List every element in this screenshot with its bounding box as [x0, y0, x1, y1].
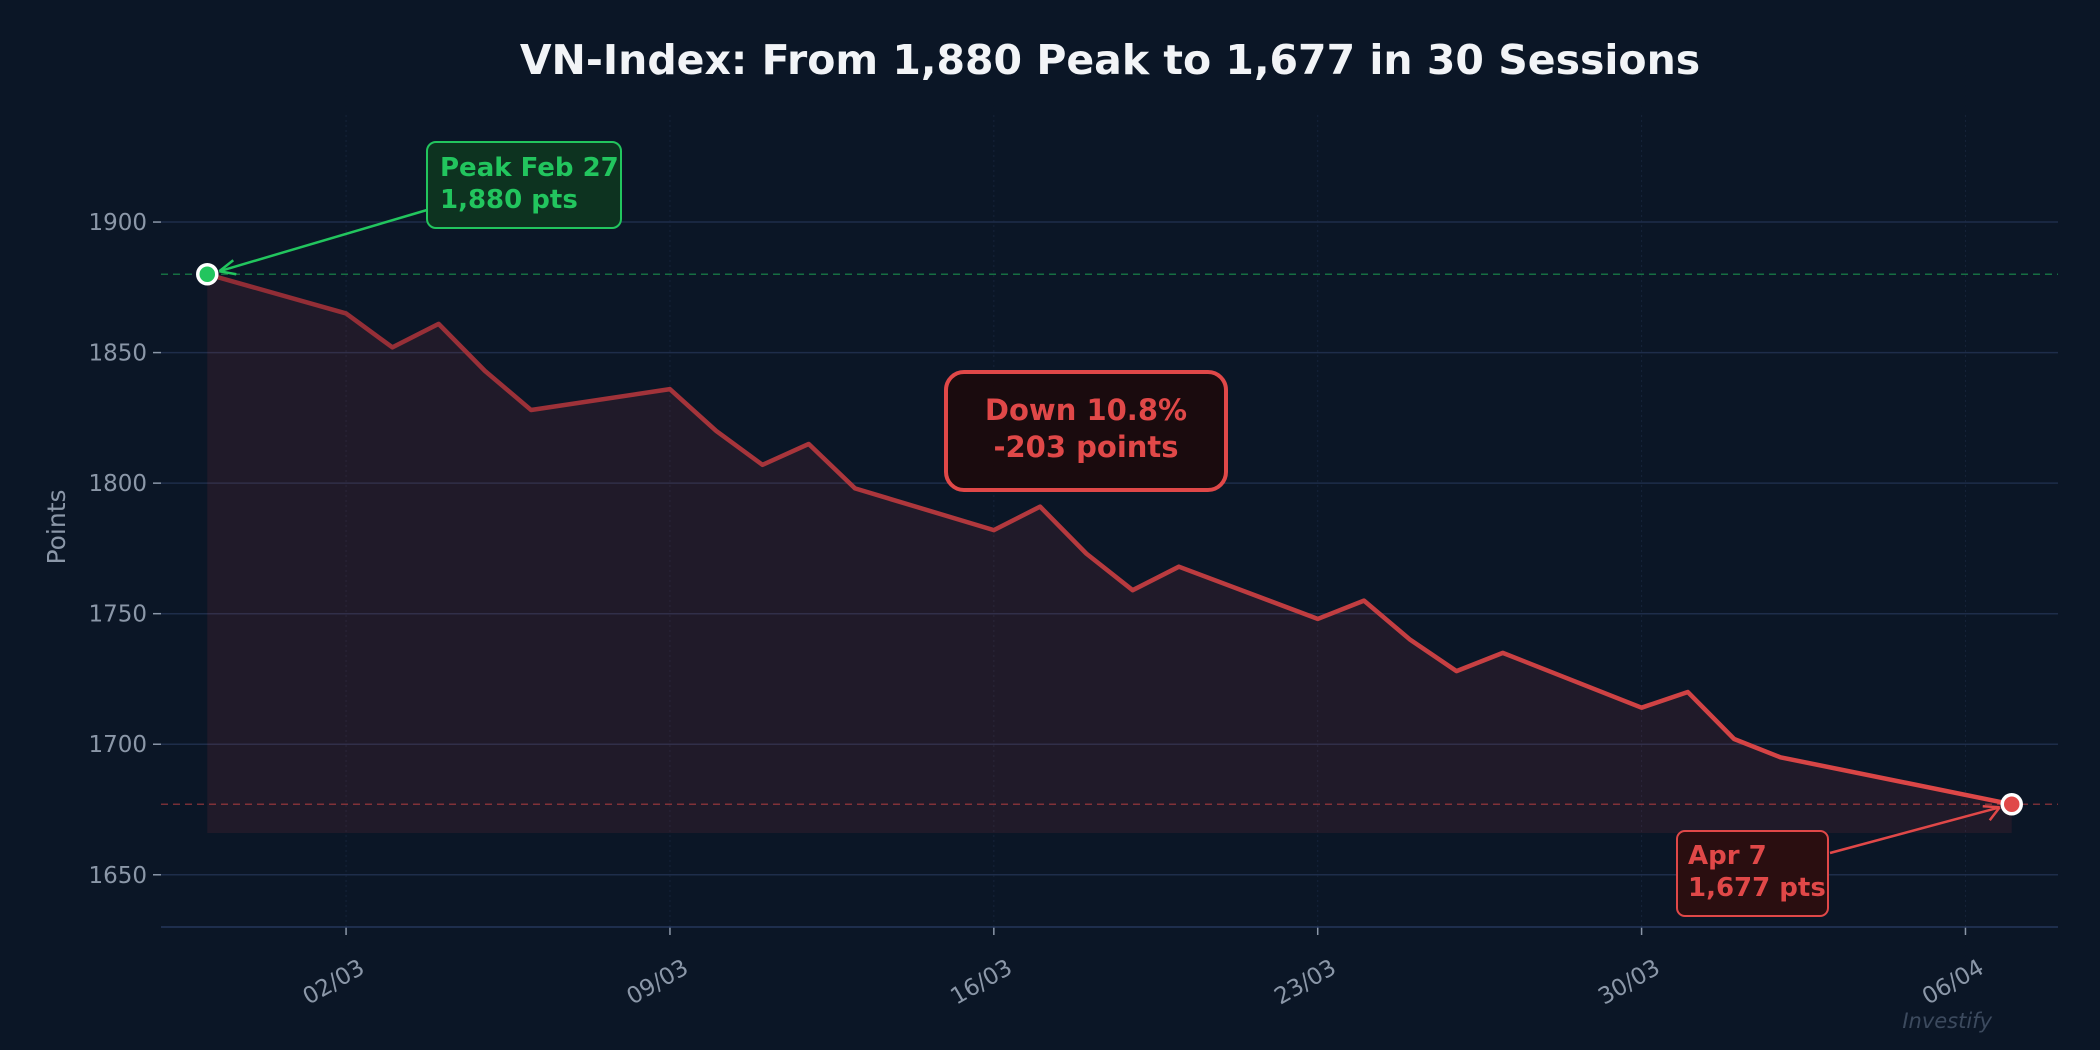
end-arrowhead — [1982, 805, 2001, 822]
change-annotation-line2: -203 points — [993, 430, 1178, 464]
peak-annotation-box — [426, 141, 622, 229]
peak-marker — [196, 263, 219, 286]
plot-area — [161, 263, 2058, 834]
y-tick-label: 1650 — [88, 863, 147, 889]
end-annotation-box — [1676, 830, 1829, 917]
y-tick-label: 1900 — [88, 210, 147, 236]
annotations: Peak Feb 27 1,880 pts Down 10.8% -203 po… — [218, 141, 2001, 917]
change-annotation-box — [944, 370, 1228, 492]
peak-annotation-line2: 1,880 pts — [440, 185, 578, 215]
end-annotation-line2: 1,677 pts — [1688, 873, 1826, 903]
end-annotation-line1: Apr 7 — [1688, 841, 1767, 871]
area-fill — [207, 274, 2012, 834]
y-tick-label: 1700 — [88, 732, 147, 758]
end-arrow — [1829, 806, 2001, 855]
y-tick-label: 1750 — [88, 602, 147, 628]
y-axis-label: Points — [42, 489, 71, 564]
peak-arrow — [218, 208, 428, 273]
peak-arrowhead — [218, 259, 237, 276]
watermark: Investify — [1902, 1009, 1992, 1033]
change-annotation-line1: Down 10.8% — [985, 393, 1187, 427]
y-tick-label: 1800 — [88, 471, 147, 497]
chart-title: VN-Index: From 1,880 Peak to 1,677 in 30… — [520, 36, 1700, 84]
end-marker — [2000, 793, 2023, 816]
y-tick-label: 1850 — [88, 341, 147, 367]
peak-annotation-line1: Peak Feb 27 — [440, 153, 619, 183]
series-line — [206, 272, 2013, 807]
